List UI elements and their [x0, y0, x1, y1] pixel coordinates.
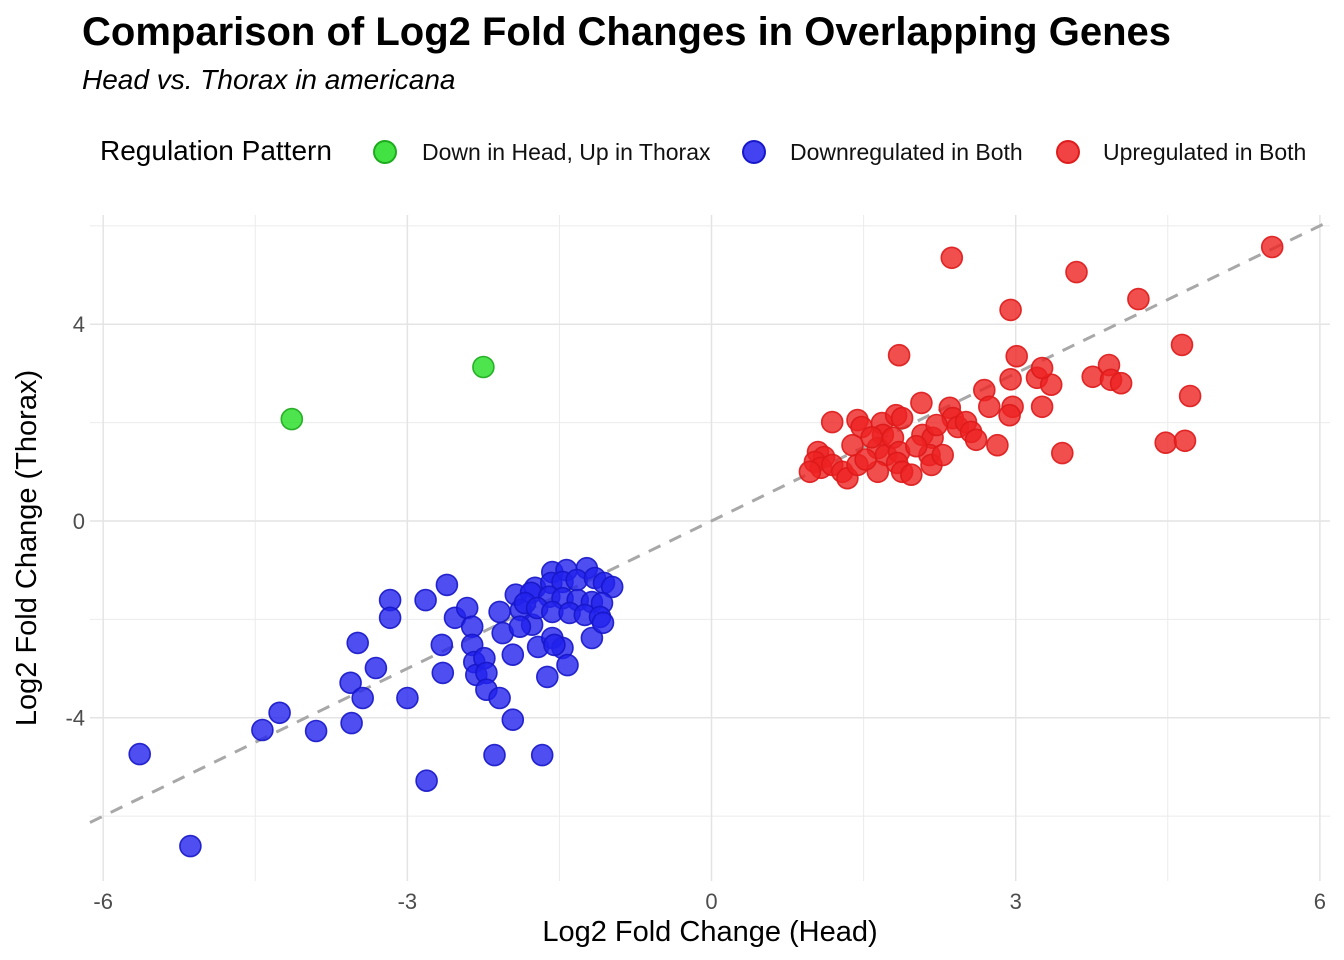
- data-point-downregulated-in-both: [483, 743, 506, 767]
- data-point-upregulated-in-both: [925, 413, 948, 437]
- data-point-upregulated-in-both: [1154, 431, 1177, 455]
- data-point-upregulated-in-both: [1127, 287, 1150, 311]
- data-point-downregulated-in-both: [488, 600, 511, 624]
- data-point-upregulated-in-both: [798, 460, 822, 484]
- data-point-downregulated-in-both: [580, 626, 604, 650]
- data-point-upregulated-in-both: [890, 406, 914, 430]
- data-point-downregulated-in-both: [128, 742, 151, 766]
- data-point-downregulated-in-both: [378, 606, 402, 630]
- data-point-upregulated-in-both: [977, 395, 1001, 419]
- data-point-downregulated-in-both: [431, 661, 455, 685]
- data-point-upregulated-in-both: [1005, 344, 1029, 368]
- data-point-downregulated-in-both: [535, 665, 559, 689]
- data-point-downregulated-in-both: [556, 653, 579, 677]
- data-point-upregulated-in-both: [931, 443, 955, 467]
- chart-subtitle: Head vs. Thorax in americana: [82, 64, 456, 95]
- x-tick-label: 0: [705, 889, 717, 914]
- data-point-downregulated-in-both: [179, 834, 202, 858]
- x-tick-label: 3: [1010, 889, 1022, 914]
- chart-title: Comparison of Log2 Fold Changes in Overl…: [82, 10, 1172, 54]
- data-point-downregulated-in-both: [501, 643, 525, 667]
- x-tick-label: -3: [398, 889, 418, 914]
- y-tick-label: 0: [73, 509, 85, 534]
- data-point-upregulated-in-both: [986, 433, 1009, 457]
- data-point-downregulated-in-both: [414, 588, 437, 612]
- data-point-downregulated-in-both: [488, 686, 511, 710]
- data-point-downregulated-in-both: [304, 719, 328, 743]
- data-point-downregulated-in-both: [364, 656, 388, 680]
- data-point-downregulated-in-both: [501, 708, 525, 732]
- data-point-downregulated-in-both: [339, 671, 362, 695]
- y-axis-title: Log2 Fold Change (Thorax): [11, 370, 43, 726]
- data-point-upregulated-in-both: [860, 425, 884, 449]
- legend-dot-green-icon: [373, 140, 397, 164]
- data-point-upregulated-in-both: [887, 343, 911, 367]
- x-tick-label: 6: [1314, 889, 1326, 914]
- legend-label-downregulated-both: Downregulated in Both: [790, 139, 1023, 165]
- data-point-downregulated-in-both: [591, 611, 615, 635]
- data-point-upregulated-in-both: [910, 391, 933, 415]
- data-point-upregulated-in-both: [999, 298, 1022, 322]
- data-point-upregulated-in-both: [1178, 384, 1202, 408]
- data-point-downregulated-in-both: [600, 575, 624, 599]
- data-point-upregulated-in-both: [854, 448, 877, 471]
- data-point-downregulated-in-both: [396, 686, 419, 710]
- data-point-upregulated-in-both: [1065, 260, 1088, 284]
- data-point-upregulated-in-both: [1030, 356, 1054, 380]
- y-tick-label: -4: [65, 706, 85, 731]
- data-point-upregulated-in-both: [964, 428, 988, 452]
- x-axis-title: Log2 Fold Change (Head): [542, 916, 877, 948]
- legend-dot-red-icon: [1056, 140, 1080, 164]
- data-point-upregulated-in-both: [1051, 441, 1074, 465]
- data-point-upregulated-in-both: [998, 403, 1021, 427]
- data-point-upregulated-in-both: [999, 367, 1022, 391]
- data-point-downregulated-in-both: [435, 573, 459, 597]
- x-tick-label: -6: [93, 889, 113, 914]
- data-point-down-in-head-up-in-thorax: [280, 407, 304, 431]
- data-point-upregulated-in-both: [899, 463, 923, 487]
- data-point-down-in-head-up-in-thorax: [472, 355, 495, 379]
- data-point-downregulated-in-both: [430, 633, 454, 657]
- data-point-downregulated-in-both: [455, 596, 479, 620]
- data-point-downregulated-in-both: [351, 686, 375, 710]
- y-tick-label: 4: [73, 312, 85, 337]
- legend-dot-blue-icon: [742, 140, 766, 164]
- data-point-downregulated-in-both: [340, 711, 363, 735]
- legend-label-upregulated-both: Upregulated in Both: [1103, 139, 1307, 165]
- data-point-upregulated-in-both: [820, 410, 844, 434]
- data-point-downregulated-in-both: [346, 631, 370, 655]
- data-point-downregulated-in-both: [508, 615, 532, 639]
- data-point-downregulated-in-both: [530, 743, 554, 767]
- data-point-upregulated-in-both: [940, 246, 964, 270]
- data-point-upregulated-in-both: [904, 434, 928, 458]
- data-point-upregulated-in-both: [1109, 371, 1133, 395]
- data-point-downregulated-in-both: [415, 769, 438, 793]
- data-point-downregulated-in-both: [251, 718, 274, 742]
- data-point-upregulated-in-both: [1260, 235, 1284, 259]
- legend-title: Regulation Pattern: [100, 135, 332, 166]
- data-point-upregulated-in-both: [1030, 395, 1054, 419]
- data-point-upregulated-in-both: [1170, 333, 1194, 357]
- legend-label-down-head-up-thorax: Down in Head, Up in Thorax: [422, 139, 711, 165]
- data-point-downregulated-in-both: [268, 701, 291, 725]
- data-point-upregulated-in-both: [1173, 429, 1197, 453]
- data-point-downregulated-in-both: [543, 633, 566, 657]
